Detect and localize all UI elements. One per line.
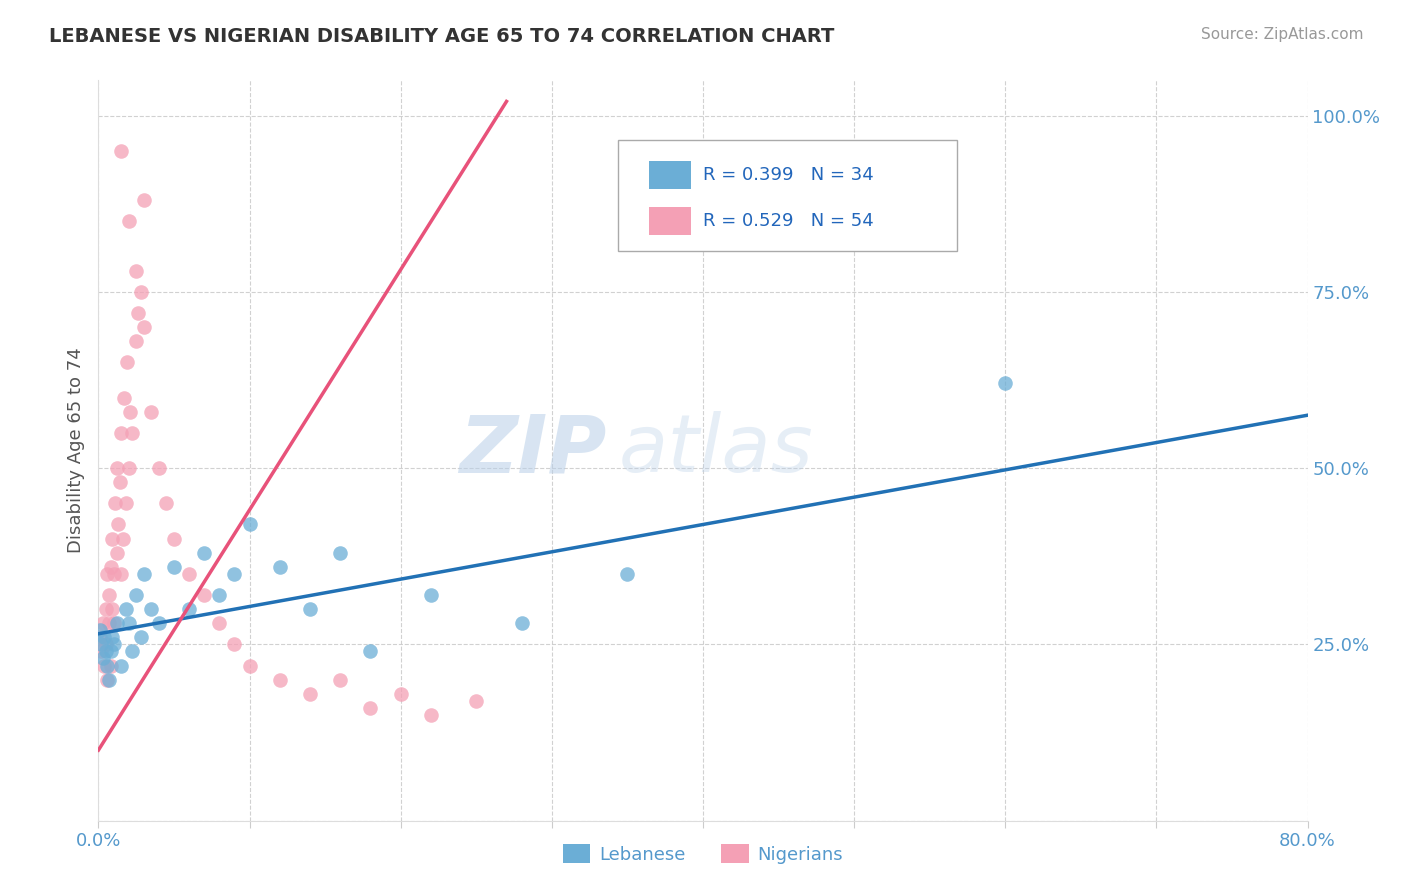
Point xyxy=(163,532,186,546)
Point xyxy=(132,320,155,334)
Point xyxy=(89,624,111,638)
Point xyxy=(193,588,215,602)
Text: ZIP: ZIP xyxy=(458,411,606,490)
Text: atlas: atlas xyxy=(619,411,813,490)
Point xyxy=(132,193,155,207)
Point xyxy=(93,630,115,644)
Point xyxy=(155,496,177,510)
Point xyxy=(100,559,122,574)
FancyBboxPatch shape xyxy=(619,139,957,251)
Point xyxy=(224,566,246,581)
Text: Source: ZipAtlas.com: Source: ZipAtlas.com xyxy=(1201,27,1364,42)
Point xyxy=(141,405,163,419)
Point xyxy=(111,532,134,546)
Point xyxy=(98,616,121,631)
Point xyxy=(208,588,231,602)
Point xyxy=(96,658,118,673)
Point xyxy=(148,616,170,631)
Point xyxy=(239,658,262,673)
Point xyxy=(510,616,533,631)
Bar xyxy=(648,207,690,235)
Point xyxy=(112,391,135,405)
Point xyxy=(127,306,149,320)
Point xyxy=(90,644,112,658)
Point xyxy=(105,461,128,475)
Point xyxy=(93,658,115,673)
Point xyxy=(110,658,132,673)
Point xyxy=(360,701,382,715)
Point xyxy=(299,687,322,701)
Point xyxy=(148,461,170,475)
Point xyxy=(141,602,163,616)
Text: R = 0.529   N = 54: R = 0.529 N = 54 xyxy=(703,212,873,230)
Point xyxy=(114,496,136,510)
Point xyxy=(96,673,118,687)
Point xyxy=(120,405,142,419)
Point xyxy=(110,144,132,158)
Point xyxy=(163,559,186,574)
Point xyxy=(616,566,638,581)
Point xyxy=(91,616,114,631)
Point xyxy=(103,616,125,631)
Point xyxy=(239,517,262,532)
Point xyxy=(100,644,122,658)
Point xyxy=(118,461,141,475)
Point xyxy=(129,285,152,299)
Point xyxy=(224,637,246,651)
Point xyxy=(90,637,112,651)
Point xyxy=(110,425,132,440)
Point xyxy=(103,566,125,581)
Point xyxy=(100,658,122,673)
Point xyxy=(114,602,136,616)
Point xyxy=(107,517,129,532)
Point xyxy=(269,673,291,687)
Point xyxy=(420,707,443,722)
Point xyxy=(91,651,114,665)
Point xyxy=(125,588,148,602)
Point xyxy=(129,630,152,644)
Point xyxy=(994,376,1017,391)
Text: R = 0.399   N = 34: R = 0.399 N = 34 xyxy=(703,166,873,184)
Point xyxy=(104,496,127,510)
Point xyxy=(96,566,118,581)
Point xyxy=(269,559,291,574)
Point xyxy=(389,687,412,701)
Point xyxy=(101,532,124,546)
Point xyxy=(108,475,131,490)
Point xyxy=(193,546,215,560)
Point xyxy=(105,616,128,631)
Point xyxy=(94,602,117,616)
Point xyxy=(132,566,155,581)
Point xyxy=(299,602,322,616)
Y-axis label: Disability Age 65 to 74: Disability Age 65 to 74 xyxy=(66,348,84,553)
Point xyxy=(115,355,138,369)
Point xyxy=(110,566,132,581)
Point xyxy=(105,546,128,560)
Point xyxy=(360,644,382,658)
Point xyxy=(98,673,121,687)
Point xyxy=(125,263,148,277)
Point xyxy=(179,566,201,581)
Point xyxy=(118,214,141,228)
Bar xyxy=(648,161,690,189)
Point xyxy=(329,673,352,687)
Point xyxy=(101,602,124,616)
Point xyxy=(465,694,488,708)
Point xyxy=(121,644,143,658)
Point xyxy=(101,630,124,644)
Point xyxy=(121,425,143,440)
Point xyxy=(94,637,117,651)
Legend: Lebanese, Nigerians: Lebanese, Nigerians xyxy=(555,837,851,871)
Point xyxy=(89,630,111,644)
Point xyxy=(98,588,121,602)
Point xyxy=(125,334,148,348)
Point xyxy=(94,644,117,658)
Text: LEBANESE VS NIGERIAN DISABILITY AGE 65 TO 74 CORRELATION CHART: LEBANESE VS NIGERIAN DISABILITY AGE 65 T… xyxy=(49,27,835,45)
Point xyxy=(118,616,141,631)
Point xyxy=(208,616,231,631)
Point xyxy=(329,546,352,560)
Point xyxy=(420,588,443,602)
Point xyxy=(103,637,125,651)
Point xyxy=(179,602,201,616)
